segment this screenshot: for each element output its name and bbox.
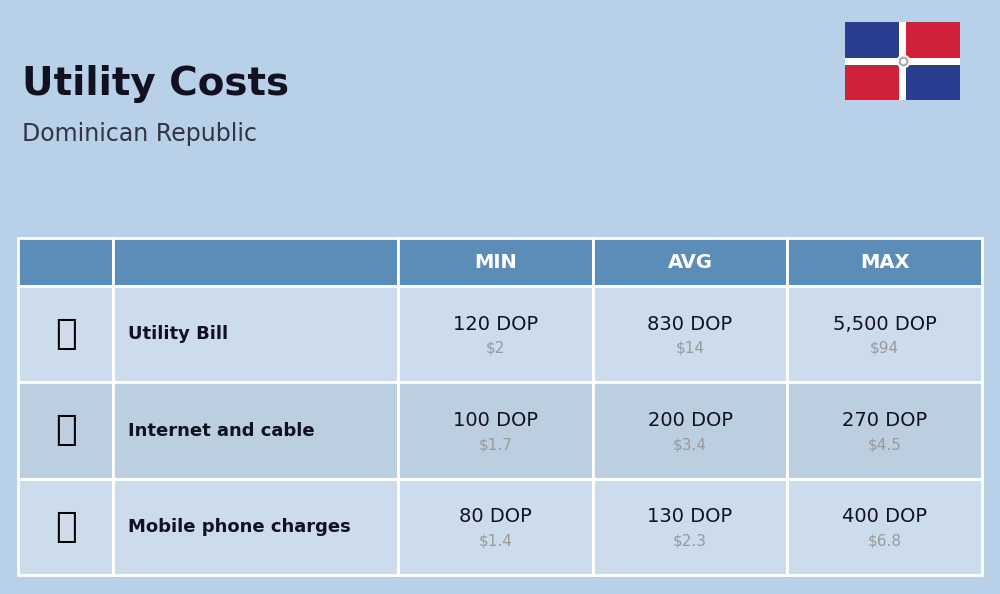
Text: Utility Costs: Utility Costs [22, 65, 289, 103]
Bar [40, 308, 92, 360]
Bar [113, 238, 398, 286]
Bar [593, 479, 787, 575]
Text: 📶: 📶 [55, 413, 76, 447]
Bar [593, 238, 787, 286]
Text: $3.4: $3.4 [673, 437, 707, 452]
Bar [593, 286, 787, 383]
Text: 🔧: 🔧 [55, 317, 76, 351]
Text: Utility Bill: Utility Bill [128, 325, 228, 343]
Text: 200 DOP: 200 DOP [648, 411, 732, 430]
Text: $1.4: $1.4 [478, 533, 512, 548]
Text: $2.3: $2.3 [673, 533, 707, 548]
Text: 120 DOP: 120 DOP [453, 315, 538, 334]
Bar [18, 479, 113, 575]
Bar [18, 383, 113, 479]
Bar [787, 383, 982, 479]
Text: Dominican Republic: Dominican Republic [22, 122, 257, 146]
Bar [40, 405, 92, 457]
Text: $4.5: $4.5 [868, 437, 902, 452]
Text: 100 DOP: 100 DOP [453, 411, 538, 430]
Text: AVG: AVG [668, 252, 712, 271]
Bar [902, 61, 960, 100]
Text: $1.7: $1.7 [478, 437, 512, 452]
Bar [593, 383, 787, 479]
Text: 5,500 DOP: 5,500 DOP [833, 315, 937, 334]
Text: 830 DOP: 830 DOP [647, 315, 733, 334]
Bar [787, 479, 982, 575]
Text: MIN: MIN [474, 252, 517, 271]
Bar [18, 286, 113, 383]
Text: $14: $14 [676, 341, 704, 356]
Text: $94: $94 [870, 341, 899, 356]
Bar [398, 479, 593, 575]
Text: 400 DOP: 400 DOP [842, 507, 927, 526]
Text: 270 DOP: 270 DOP [842, 411, 927, 430]
Bar [899, 22, 906, 100]
Text: 130 DOP: 130 DOP [647, 507, 733, 526]
Bar [787, 286, 982, 383]
Bar [113, 286, 398, 383]
Bar [40, 501, 92, 553]
Text: $2: $2 [486, 341, 505, 356]
Bar [902, 22, 960, 61]
Bar [845, 22, 902, 61]
Bar [398, 238, 593, 286]
Bar [787, 238, 982, 286]
Bar [18, 238, 113, 286]
Text: 80 DOP: 80 DOP [459, 507, 532, 526]
Text: Internet and cable: Internet and cable [128, 422, 315, 440]
Bar [113, 383, 398, 479]
Bar [398, 383, 593, 479]
Text: 📱: 📱 [55, 510, 76, 544]
Text: MAX: MAX [860, 252, 909, 271]
Bar [845, 58, 960, 65]
Bar [845, 61, 902, 100]
Text: Mobile phone charges: Mobile phone charges [128, 518, 351, 536]
Bar [113, 479, 398, 575]
Bar [398, 286, 593, 383]
Text: $6.8: $6.8 [868, 533, 902, 548]
